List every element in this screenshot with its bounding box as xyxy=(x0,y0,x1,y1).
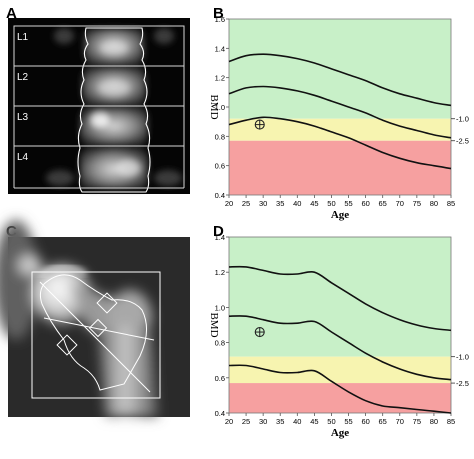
panel-c: C xyxy=(0,220,190,417)
vertebra-label-l1: L1 xyxy=(17,32,29,43)
panel-letter-d: D xyxy=(213,223,224,240)
hip-roi-outline xyxy=(39,274,147,391)
x-tick-label: 75 xyxy=(413,417,421,426)
zone-normal xyxy=(229,19,451,119)
patient-marker xyxy=(254,326,265,338)
zone-threshold-label: -1.0 xyxy=(456,353,469,362)
spine-roi-outline xyxy=(77,27,151,193)
x-tick-label: 80 xyxy=(430,199,438,208)
x-tick-label: 70 xyxy=(396,199,404,208)
hip-roi-box xyxy=(31,271,161,399)
y-axis-label: BMD xyxy=(208,94,220,119)
y-tick-label: 1.4 xyxy=(215,233,225,242)
y-tick-label: 1.2 xyxy=(215,268,225,277)
hip-image xyxy=(0,220,158,417)
x-tick-label: 25 xyxy=(242,199,250,208)
x-tick-label: 55 xyxy=(344,199,352,208)
vertebra-roi-boxes xyxy=(13,25,185,189)
y-tick-label: 1.4 xyxy=(215,44,225,53)
hip-roi-overlay xyxy=(31,271,161,399)
chart-d: 0.4 0.6 0.8 1.0 1.2 1.4 20 25 30 35 40 45 50 55 60 65 70… xyxy=(208,233,469,439)
vertebra-label-l3: L3 xyxy=(17,112,29,123)
y-tick-label: 1.0 xyxy=(215,303,225,312)
x-tick-label: 35 xyxy=(276,417,284,426)
x-tick-label: 50 xyxy=(327,417,335,426)
x-tick-label: 85 xyxy=(447,199,455,208)
x-tick-label: 35 xyxy=(276,199,284,208)
zone-threshold-label: -2.5 xyxy=(456,379,469,388)
x-tick-label: 65 xyxy=(379,199,387,208)
panel-a: A xyxy=(6,5,190,194)
neck-roi-small xyxy=(88,318,108,338)
x-tick-label: 45 xyxy=(310,199,318,208)
x-tick-label: 70 xyxy=(396,417,404,426)
panel-d: D 0.4 0.6 0.8 1.0 1.2 1.4 20 25 30 35 40 45 50 55 60 65… xyxy=(208,223,469,439)
y-tick-label: 0.6 xyxy=(215,162,225,171)
y-tick-label: 1.6 xyxy=(215,15,225,24)
zone-normal xyxy=(229,237,451,357)
patient-marker xyxy=(254,119,265,130)
neck-roi-upper xyxy=(96,292,118,314)
y-tick-label: 1.2 xyxy=(215,74,225,83)
x-tick-label: 65 xyxy=(379,417,387,426)
chart-b: 0.4 0.6 0.8 1.0 1.2 1.4 1.6 20 25 30 35 40 45 50 55 60 6… xyxy=(208,15,469,221)
zone-threshold-label: -1.0 xyxy=(456,115,469,124)
x-axis-label: Age xyxy=(331,427,349,439)
zone-osteopenia xyxy=(229,118,451,141)
reference-curve-3 xyxy=(228,116,452,170)
y-tick-label: 0.4 xyxy=(215,409,225,418)
x-tick-label: 75 xyxy=(413,199,421,208)
reference-curve-3 xyxy=(228,364,452,414)
vertebra-label-l2: L2 xyxy=(17,72,29,83)
x-tick-label: 30 xyxy=(259,417,267,426)
x-axis-label: Age xyxy=(331,209,349,221)
x-tick-label: 45 xyxy=(310,417,318,426)
x-tick-label: 20 xyxy=(225,199,233,208)
y-tick-label: 0.4 xyxy=(215,191,225,200)
x-tick-label: 40 xyxy=(293,199,301,208)
panel-letter-b: B xyxy=(213,5,224,22)
reference-curve-2 xyxy=(228,85,452,139)
wards-roi xyxy=(56,334,78,356)
panel-letter-a: A xyxy=(6,5,17,22)
vertebra-bodies xyxy=(46,28,182,189)
y-tick-label: 1.0 xyxy=(215,103,225,112)
zone-osteopenia xyxy=(229,356,451,384)
reference-curve-2 xyxy=(228,315,452,381)
y-tick-label: 0.6 xyxy=(215,374,225,383)
x-tick-label: 20 xyxy=(225,417,233,426)
zone-osteoporosis xyxy=(229,383,451,413)
vertebra-label-l4: L4 xyxy=(17,152,29,163)
zone-osteoporosis xyxy=(229,140,451,195)
spine-image xyxy=(13,25,185,193)
x-tick-label: 55 xyxy=(344,417,352,426)
femoral-neck-axis xyxy=(39,281,151,393)
x-tick-label: 80 xyxy=(430,417,438,426)
panel-b: B 0.4 0.6 0.8 1.0 1.2 1.4 1.6 20 25 30 35 40 45 50 55 6… xyxy=(208,5,469,221)
trochanter-axis xyxy=(43,317,155,341)
x-tick-label: 30 xyxy=(259,199,267,208)
y-tick-label: 0.8 xyxy=(215,339,225,348)
y-tick-label: 0.8 xyxy=(215,132,225,141)
x-tick-label: 50 xyxy=(327,199,335,208)
x-tick-label: 25 xyxy=(242,417,250,426)
x-tick-label: 40 xyxy=(293,417,301,426)
y-axis-label: BMD xyxy=(208,312,220,337)
x-tick-label: 60 xyxy=(361,417,369,426)
reference-curve-1 xyxy=(228,265,452,332)
x-tick-label: 60 xyxy=(361,199,369,208)
plot-frame xyxy=(228,236,452,414)
reference-curve-1 xyxy=(228,53,452,107)
x-tick-label: 85 xyxy=(447,417,455,426)
zone-threshold-label: -2.5 xyxy=(456,137,469,146)
